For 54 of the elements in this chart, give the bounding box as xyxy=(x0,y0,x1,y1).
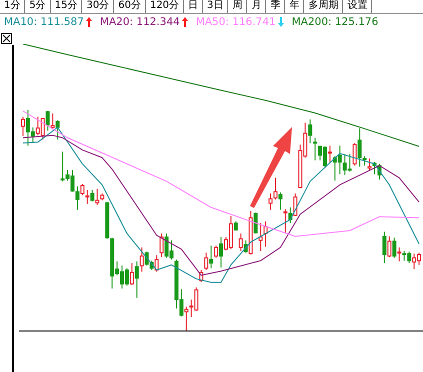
text: 3日 xyxy=(203,0,228,13)
candlestick xyxy=(154,254,159,272)
candlestick xyxy=(382,231,386,264)
candlestick xyxy=(362,156,367,166)
candlestick xyxy=(387,236,392,258)
text: MA50: 116.741 xyxy=(196,16,276,28)
text: 季 xyxy=(266,0,286,13)
text: 15分 xyxy=(50,0,82,13)
candlestick xyxy=(254,212,258,234)
text: 5分 xyxy=(25,0,51,13)
candlestick xyxy=(238,232,243,252)
candlestick xyxy=(50,112,55,130)
candlestick xyxy=(397,246,402,262)
candlestick xyxy=(160,232,164,258)
candlestick xyxy=(214,245,218,258)
candlestick xyxy=(90,189,94,202)
text: MA10: 111.587 xyxy=(4,16,84,28)
text: 设置 xyxy=(343,0,372,13)
candlestick xyxy=(358,128,362,168)
text: 日 xyxy=(184,0,204,13)
candlestick xyxy=(85,189,90,204)
text: 1分 xyxy=(0,0,26,13)
text: MA20: 112.344 xyxy=(100,16,180,28)
candlestick xyxy=(80,183,84,196)
text: 周 xyxy=(228,0,248,13)
candlestick xyxy=(140,246,144,272)
candlestick xyxy=(219,236,224,268)
candlestick xyxy=(368,158,372,172)
candlestick xyxy=(46,110,50,132)
text: 30分 xyxy=(82,0,114,13)
candlestick xyxy=(204,252,208,270)
text: 月 xyxy=(247,0,266,13)
candlestick xyxy=(352,142,357,166)
candlestick xyxy=(392,237,396,258)
text: 年 xyxy=(285,0,304,13)
candlestick xyxy=(313,137,318,161)
candlestick xyxy=(278,192,282,210)
candlestick xyxy=(56,120,60,140)
candlestick xyxy=(258,222,263,252)
candlestick xyxy=(134,260,139,298)
text: 60分 xyxy=(114,0,146,13)
text: 多周期 xyxy=(304,0,344,13)
candlestick xyxy=(209,245,214,269)
candlestick xyxy=(184,306,188,331)
candlestick xyxy=(308,118,312,144)
candlestick xyxy=(328,145,332,164)
candlestick xyxy=(273,177,278,200)
candlestick xyxy=(130,262,134,286)
text: 120分 xyxy=(146,0,184,13)
candlestick xyxy=(95,188,100,206)
candlestick xyxy=(20,116,25,136)
text: MA200: 125.176 xyxy=(292,16,378,28)
candlestick xyxy=(283,208,288,234)
candlestick xyxy=(268,192,273,210)
